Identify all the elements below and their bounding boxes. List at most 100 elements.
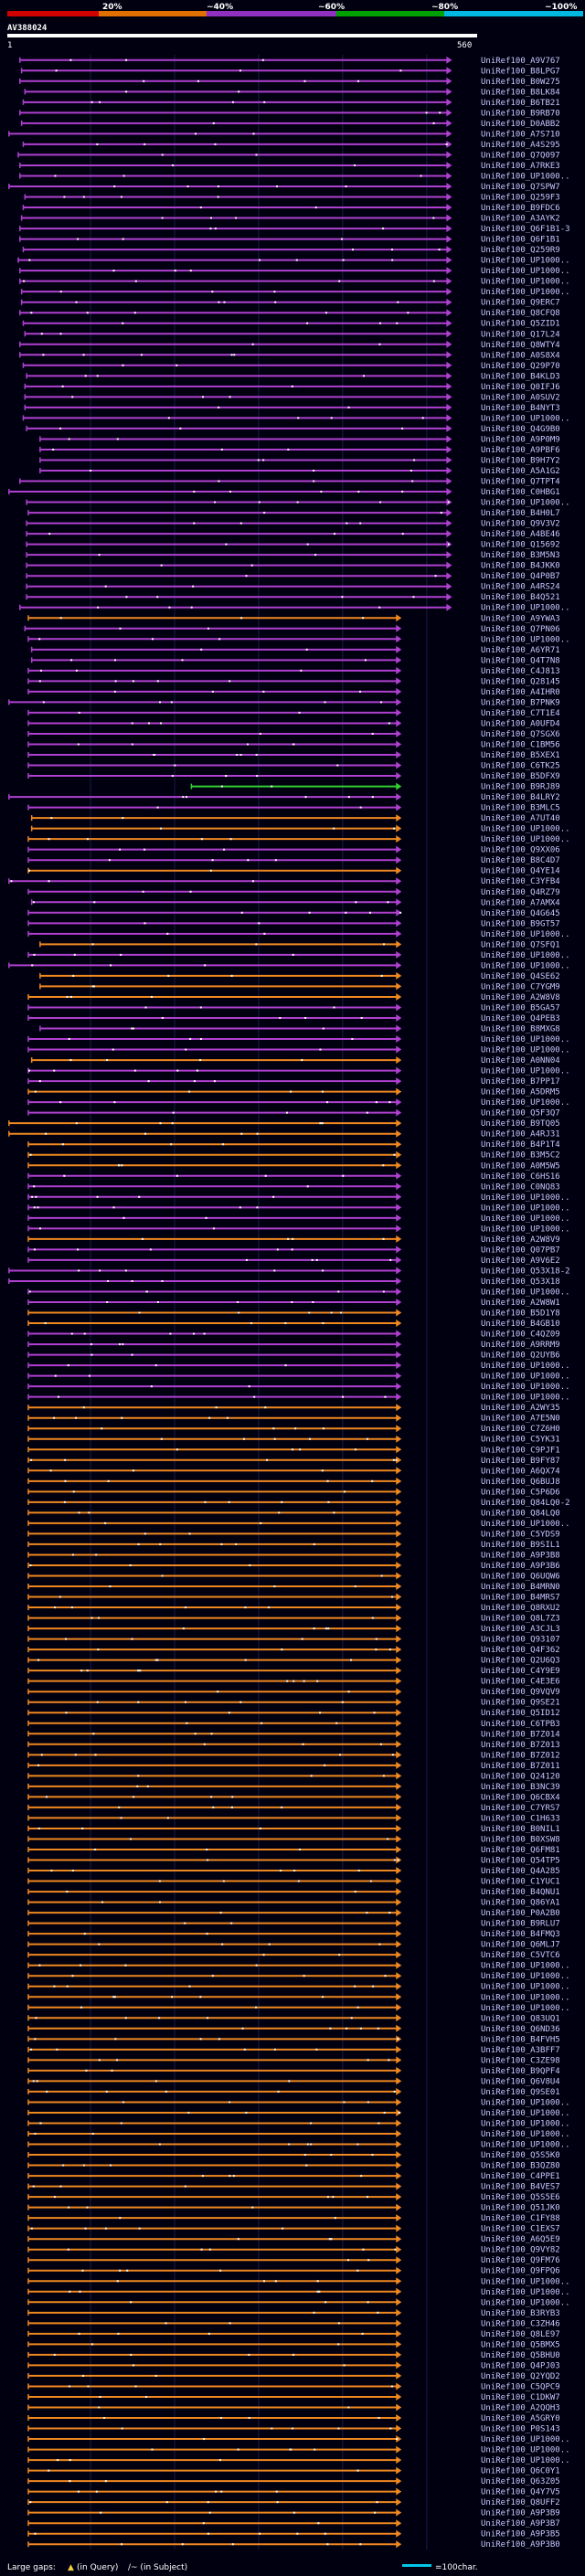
subject-row[interactable]: UniRef100_Q6F1B1-3 <box>19 225 570 234</box>
subject-row[interactable]: UniRef100_UP1000.. <box>17 256 570 266</box>
subject-label[interactable]: UniRef100_B4FMQ3 <box>481 1930 560 1939</box>
subject-row[interactable]: UniRef100_B0NIL1 <box>27 1824 560 1834</box>
subject-label[interactable]: UniRef100_Q6BUJ8 <box>481 1478 560 1487</box>
subject-row[interactable]: UniRef100_UP1000.. <box>27 1972 570 1981</box>
subject-row[interactable]: UniRef100_Q53X18 <box>8 1277 560 1287</box>
subject-label[interactable]: UniRef100_Q5ID12 <box>481 1709 560 1718</box>
subject-row[interactable]: UniRef100_Q259F3 <box>24 193 560 203</box>
subject-row[interactable]: UniRef100_C1H633 <box>27 1814 560 1823</box>
subject-label[interactable]: UniRef100_A4RS24 <box>481 583 560 592</box>
subject-label[interactable]: UniRef100_B7Z013 <box>481 1741 560 1750</box>
subject-label[interactable]: UniRef100_UP1000.. <box>481 257 570 266</box>
subject-row[interactable]: UniRef100_A2W8V8 <box>27 992 560 1002</box>
subject-row[interactable]: UniRef100_C7Z6H0 <box>27 1425 560 1434</box>
subject-label[interactable]: UniRef100_Q259F3 <box>481 194 560 203</box>
subject-label[interactable]: UniRef100_A7UT40 <box>481 814 560 823</box>
subject-label[interactable]: UniRef100_Q6CBX4 <box>481 1793 560 1802</box>
subject-row[interactable]: UniRef100_Q6C0Y1 <box>27 2466 560 2476</box>
subject-label[interactable]: UniRef100_B9FY87 <box>481 1457 560 1466</box>
subject-label[interactable]: UniRef100_Q54TP5 <box>481 1857 560 1866</box>
subject-label[interactable]: UniRef100_Q4T7N8 <box>481 656 560 665</box>
subject-label[interactable]: UniRef100_A9PBF6 <box>481 446 560 455</box>
subject-label[interactable]: UniRef100_B5XEX1 <box>481 751 560 760</box>
subject-row[interactable]: UniRef100_UP1000.. <box>27 1045 570 1055</box>
subject-label[interactable]: UniRef100_UP1000.. <box>481 1214 570 1224</box>
subject-label[interactable]: UniRef100_B9RJ89 <box>481 783 560 792</box>
subject-label[interactable]: UniRef100_UP1000.. <box>481 267 570 276</box>
subject-label[interactable]: UniRef100_C0NQ83 <box>481 1182 560 1192</box>
subject-label[interactable]: UniRef100_Q5BHU0 <box>481 2351 560 2360</box>
subject-row[interactable]: UniRef100_Q4T7N8 <box>30 656 560 665</box>
subject-row[interactable]: UniRef100_Q84LQ0 <box>27 1509 560 1518</box>
subject-row[interactable]: UniRef100_Q7TPT4 <box>19 477 560 487</box>
subject-label[interactable]: UniRef100_C9PJF1 <box>481 1446 560 1455</box>
subject-label[interactable]: UniRef100_B8MXG8 <box>481 1025 560 1034</box>
subject-row[interactable]: UniRef100_UP1000.. <box>27 1982 570 1992</box>
subject-row[interactable]: UniRef100_Q17L24 <box>24 330 560 339</box>
subject-label[interactable]: UniRef100_Q0IFJ6 <box>481 383 560 392</box>
subject-label[interactable]: UniRef100_Q5S5E6 <box>481 2193 560 2202</box>
subject-row[interactable]: UniRef100_UP1000.. <box>27 635 570 644</box>
subject-row[interactable]: UniRef100_Q9SE21 <box>27 1698 560 1708</box>
subject-row[interactable]: UniRef100_A9V767 <box>19 57 560 66</box>
subject-label[interactable]: UniRef100_A2W8W1 <box>481 1299 560 1308</box>
subject-row[interactable]: UniRef100_C6TK25 <box>27 761 560 771</box>
subject-row[interactable]: UniRef100_Q7PN06 <box>24 624 560 634</box>
subject-row[interactable]: UniRef100_B8MXG8 <box>39 1024 560 1034</box>
subject-row[interactable]: UniRef100_Q4Y7V5 <box>27 2487 560 2497</box>
subject-label[interactable]: UniRef100_C4E3E6 <box>481 1678 560 1687</box>
subject-row[interactable]: UniRef100_Q5S5K0 <box>27 2151 560 2160</box>
subject-row[interactable]: UniRef100_B4QNU1 <box>27 1888 560 1897</box>
subject-row[interactable]: UniRef100_UP1000.. <box>27 929 570 939</box>
subject-row[interactable]: UniRef100_A7E5N0 <box>27 1414 560 1424</box>
subject-label[interactable]: UniRef100_UP1000.. <box>481 2119 570 2128</box>
subject-row[interactable]: UniRef100_B7Z011 <box>27 1761 560 1771</box>
subject-row[interactable]: UniRef100_A4BE46 <box>26 530 560 539</box>
subject-label[interactable]: UniRef100_B8LPG7 <box>481 67 560 76</box>
subject-label[interactable]: UniRef100_Q17L24 <box>481 330 560 339</box>
subject-label[interactable]: UniRef100_C6TPB3 <box>481 1720 560 1729</box>
subject-row[interactable]: UniRef100_Q9FPQ6 <box>27 2266 560 2276</box>
subject-label[interactable]: UniRef100_C1BM56 <box>481 740 560 749</box>
subject-label[interactable]: UniRef100_A7S710 <box>481 130 560 139</box>
subject-label[interactable]: UniRef100_Q6F1B1 <box>481 236 560 245</box>
subject-label[interactable]: UniRef100_C4PPE1 <box>481 2172 560 2181</box>
subject-label[interactable]: UniRef100_C1YUC1 <box>481 1878 560 1887</box>
subject-row[interactable]: UniRef100_UP1000.. <box>27 2435 570 2444</box>
subject-label[interactable]: UniRef100_A0M5W5 <box>481 1161 560 1171</box>
subject-row[interactable]: UniRef100_Q8WTY4 <box>19 340 560 350</box>
subject-row[interactable]: UniRef100_A3CJL3 <box>27 1625 560 1634</box>
subject-label[interactable]: UniRef100_A9YWA3 <box>481 614 560 623</box>
subject-row[interactable]: UniRef100_UP1000.. <box>27 2140 570 2150</box>
subject-row[interactable]: UniRef100_A2QQH3 <box>27 2403 560 2412</box>
subject-label[interactable]: UniRef100_Q2UYB6 <box>481 1352 560 1361</box>
subject-row[interactable]: UniRef100_Q4RZ79 <box>27 887 560 897</box>
subject-row[interactable]: UniRef100_B7Z013 <box>27 1740 560 1750</box>
subject-row[interactable]: UniRef100_Q4YE14 <box>27 866 560 876</box>
subject-row[interactable]: UniRef100_C1BM56 <box>27 740 560 749</box>
subject-row[interactable]: UniRef100_A9P3B8 <box>27 1551 560 1560</box>
subject-row[interactable]: UniRef100_Q5BMX5 <box>27 2340 560 2349</box>
subject-row[interactable]: UniRef100_B8C4D7 <box>27 856 560 865</box>
subject-row[interactable]: UniRef100_C7T1E4 <box>27 708 560 718</box>
subject-label[interactable]: UniRef100_Q7PN06 <box>481 625 560 634</box>
subject-label[interactable]: UniRef100_A9P3B6 <box>481 1562 560 1571</box>
subject-row[interactable]: UniRef100_Q9VY82 <box>27 2245 560 2255</box>
subject-label[interactable]: UniRef100_UP1000.. <box>481 1046 570 1055</box>
subject-label[interactable]: UniRef100_Q9V3V2 <box>481 520 560 529</box>
subject-label[interactable]: UniRef100_Q8RXU2 <box>481 1604 560 1613</box>
subject-row[interactable]: UniRef100_Q8LE97 <box>27 2329 560 2339</box>
subject-row[interactable]: UniRef100_D0ABB2 <box>20 119 560 129</box>
subject-label[interactable]: UniRef100_A9RRM9 <box>481 1341 560 1350</box>
subject-label[interactable]: UniRef100_C1EXS7 <box>481 2225 560 2234</box>
subject-row[interactable]: UniRef100_UP1000.. <box>19 267 570 276</box>
subject-label[interactable]: UniRef100_C7YRS7 <box>481 1804 560 1813</box>
subject-label[interactable]: UniRef100_Q5S5K0 <box>481 2151 560 2160</box>
subject-label[interactable]: UniRef100_Q8CFQ8 <box>481 309 560 318</box>
subject-label[interactable]: UniRef100_B9RLU7 <box>481 1920 560 1929</box>
subject-label[interactable]: UniRef100_B5GA57 <box>481 1003 560 1012</box>
subject-label[interactable]: UniRef100_UP1000.. <box>481 414 570 423</box>
subject-row[interactable]: UniRef100_B4LRY2 <box>8 793 560 802</box>
subject-label[interactable]: UniRef100_UP1000.. <box>481 2098 570 2107</box>
subject-label[interactable]: UniRef100_Q4Y7V5 <box>481 2488 560 2497</box>
